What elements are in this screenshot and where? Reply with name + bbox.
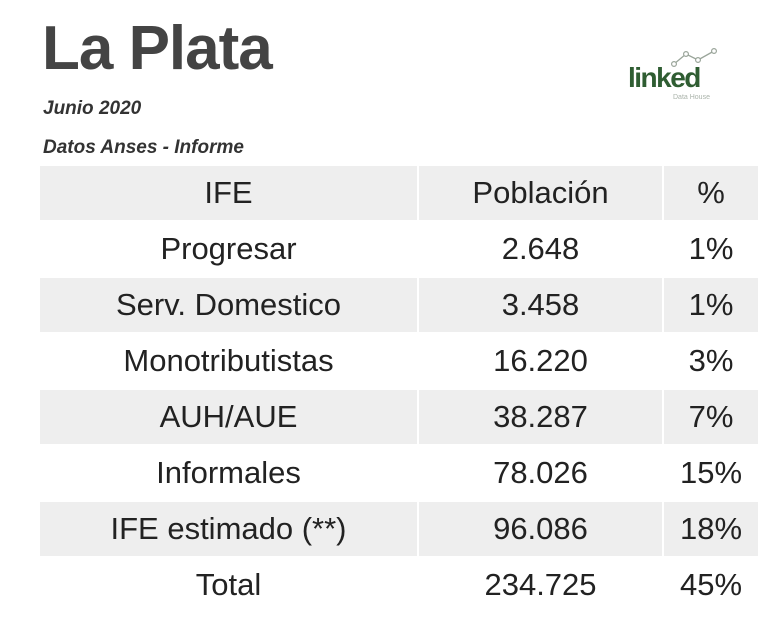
row-label: Informales [40,445,419,502]
row-percent: 45% [663,557,760,614]
table-row: Progresar 2.648 1% [40,221,760,278]
table-row: Monotributistas 16.220 3% [40,333,760,390]
table-row-total: Total 234.725 45% [40,557,760,614]
row-percent: 1% [663,277,760,334]
row-percent: 18% [663,501,760,558]
page-title: La Plata [42,14,273,83]
row-population: 78.026 [418,445,664,502]
row-label: IFE estimado (**) [40,501,419,558]
row-label: Total [40,557,419,614]
report-source: Datos Anses - Informe [43,137,244,158]
row-percent: 1% [663,221,760,278]
row-population: 2.648 [418,221,664,278]
row-population: 96.086 [418,501,664,558]
row-population: 234.725 [418,557,664,614]
logo-tagline: Data House [673,94,710,101]
row-label: Monotributistas [40,333,419,390]
row-label: Serv. Domestico [40,277,419,334]
row-label: Progresar [40,221,419,278]
column-header-ife: IFE [40,166,419,222]
row-population: 3.458 [418,277,664,334]
table-row: IFE estimado (**) 96.086 18% [40,501,760,558]
row-population: 16.220 [418,333,664,390]
column-header-poblacion: Población [418,166,664,222]
row-percent: 15% [663,445,760,502]
row-population: 38.287 [418,389,664,446]
table-row: Serv. Domestico 3.458 1% [40,277,760,334]
report-date: Junio 2020 [43,98,142,119]
column-header-percent: % [663,166,760,222]
row-percent: 7% [663,389,760,446]
row-percent: 3% [663,333,760,390]
table-header-row: IFE Población % [40,166,760,222]
ife-table: IFE Población % Progresar 2.648 1% Serv.… [40,166,760,614]
table-row: Informales 78.026 15% [40,445,760,502]
trend-line-icon [671,48,717,67]
table-row: AUH/AUE 38.287 7% [40,389,760,446]
linked-logo: linked Data House [627,48,727,108]
row-label: AUH/AUE [40,389,419,446]
logo-wordmark: linked [628,62,701,93]
